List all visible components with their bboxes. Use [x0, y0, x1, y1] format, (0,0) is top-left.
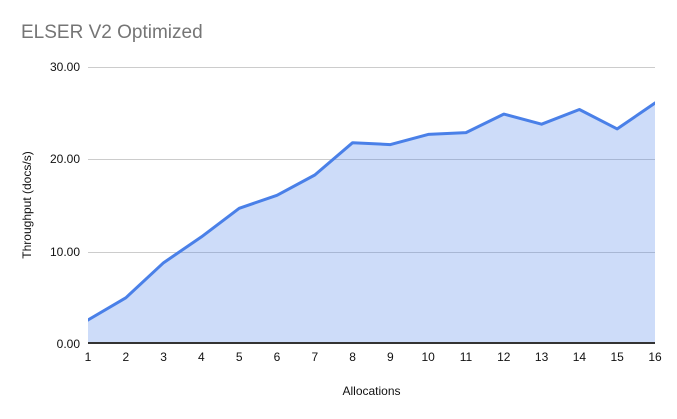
x-tick-label: 2: [122, 350, 130, 364]
x-tick-label: 12: [497, 350, 511, 364]
x-tick-label: 6: [273, 350, 281, 364]
x-tick-label: 14: [572, 350, 587, 364]
y-tick-label: 10.00: [49, 244, 80, 259]
y-tick-label: 0.00: [56, 337, 80, 351]
x-tick-label: 9: [387, 350, 394, 364]
x-tick-label: 1: [84, 350, 92, 364]
x-tick-label: 11: [459, 350, 473, 364]
x-tick-label: 7: [311, 350, 319, 364]
chart-title: ELSER V2 Optimized: [21, 22, 203, 43]
x-tick-label: 3: [160, 350, 167, 364]
series-area: [88, 103, 655, 344]
x-tick-label: 16: [648, 350, 662, 364]
y-tick-label: 20.00: [49, 152, 80, 167]
x-tick-label: 15: [610, 350, 624, 364]
y-tick-label: 30.00: [49, 60, 80, 74]
x-axis-title: Allocations: [342, 384, 401, 398]
plot-area: [88, 67, 655, 344]
x-tick-label: 10: [421, 350, 435, 364]
x-tick-label: 5: [235, 350, 243, 364]
x-tick-label: 13: [534, 350, 549, 364]
x-tick-label: 8: [349, 350, 356, 364]
series-line: [88, 101, 655, 322]
x-tick-label: 4: [198, 350, 205, 364]
y-axis-title: Throughput (docs/s): [20, 151, 34, 259]
